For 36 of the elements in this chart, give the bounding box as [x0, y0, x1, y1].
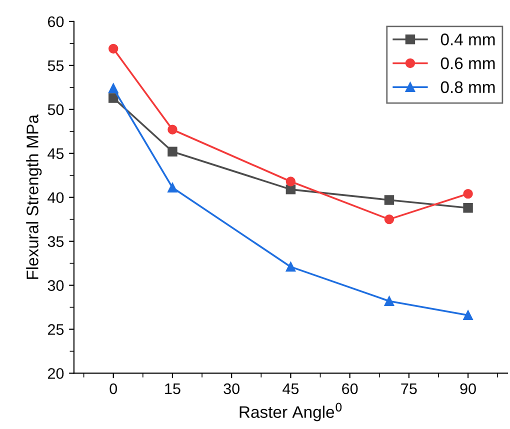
y-tick-label: 40 — [48, 192, 64, 204]
x-tick-label: 45 — [282, 384, 299, 394]
point — [168, 124, 178, 134]
point — [168, 146, 178, 156]
x-tick-label: 75 — [401, 384, 417, 394]
y-tick-label: 50 — [48, 104, 64, 116]
point — [286, 262, 296, 272]
point — [463, 203, 473, 213]
x-axis-title: Raster Angle$^{0}$ — [240, 402, 342, 422]
x-tick-label: 60 — [342, 383, 358, 394]
x-tick-label: 90 — [460, 383, 476, 394]
point — [463, 188, 473, 199]
point — [168, 182, 178, 193]
y-axis-title: Flexural Strength MPa — [26, 114, 42, 279]
y-tick-label: 35 — [48, 236, 64, 247]
legend-label: 0.6 mm — [440, 57, 495, 70]
x-tick-label: 30 — [224, 383, 240, 394]
point — [108, 83, 118, 94]
point — [384, 195, 394, 205]
point — [384, 214, 394, 224]
legend-label: 0.8 mm — [440, 81, 495, 94]
y-tick-label: 45 — [48, 148, 64, 160]
x-tick-label: 0 — [110, 383, 118, 394]
y-tick-label: 55 — [48, 60, 64, 72]
y-tick-label: 25 — [48, 324, 64, 335]
point — [108, 93, 118, 103]
y-tick-label: 30 — [48, 280, 64, 291]
point — [108, 44, 118, 54]
x-tick-label: 15 — [165, 384, 180, 394]
point — [286, 184, 296, 194]
legend-label: 0.4 mm — [440, 34, 495, 46]
point — [463, 310, 473, 320]
point — [384, 296, 394, 306]
y-tick-label: 20 — [48, 368, 64, 379]
point — [286, 176, 296, 186]
y-tick-label: 60 — [48, 16, 64, 28]
